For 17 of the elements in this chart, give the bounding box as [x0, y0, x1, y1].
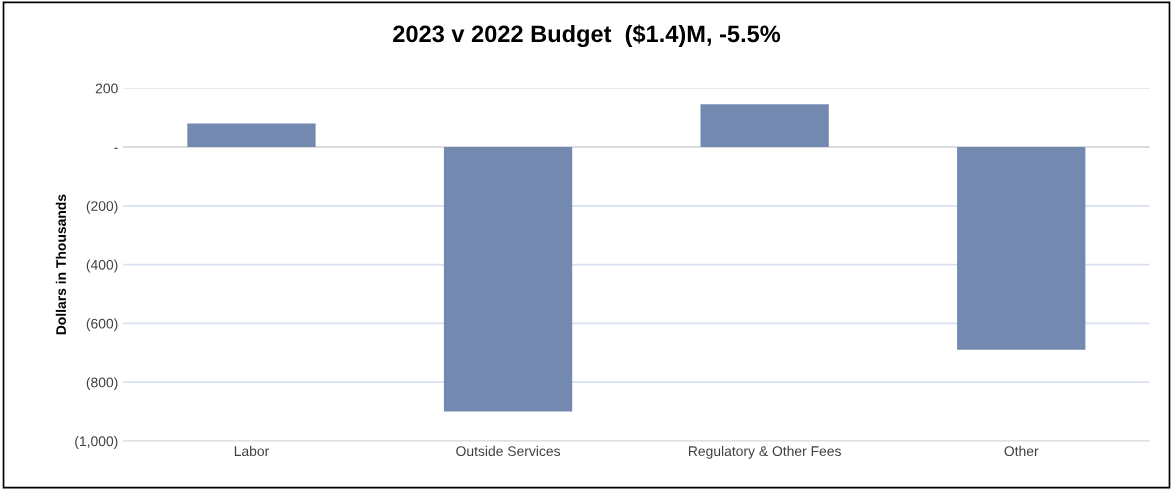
- y-tick-label: (1,000): [75, 435, 118, 449]
- y-axis-title: Dollars in Thousands: [55, 194, 66, 335]
- x-tick-label: Outside Services: [456, 445, 561, 457]
- y-tick-label: -: [114, 147, 118, 149]
- y-tick-label: (400): [86, 259, 118, 273]
- y-tick-label: (800): [86, 377, 118, 391]
- chart-title: 2023 v 2022 Budget ($1.4)M, -5.5%: [393, 24, 781, 48]
- bar: [700, 104, 829, 147]
- bar: [187, 123, 316, 147]
- x-tick-label: Other: [1004, 445, 1039, 457]
- y-tick-label: (200): [86, 200, 118, 214]
- bar: [443, 147, 573, 412]
- y-tick-label: (600): [86, 318, 118, 332]
- x-tick-label: Regulatory & Other Fees: [688, 445, 841, 459]
- x-tick-label: Labor: [234, 445, 269, 457]
- bar: [957, 147, 1086, 350]
- y-tick-label: 200: [95, 83, 118, 94]
